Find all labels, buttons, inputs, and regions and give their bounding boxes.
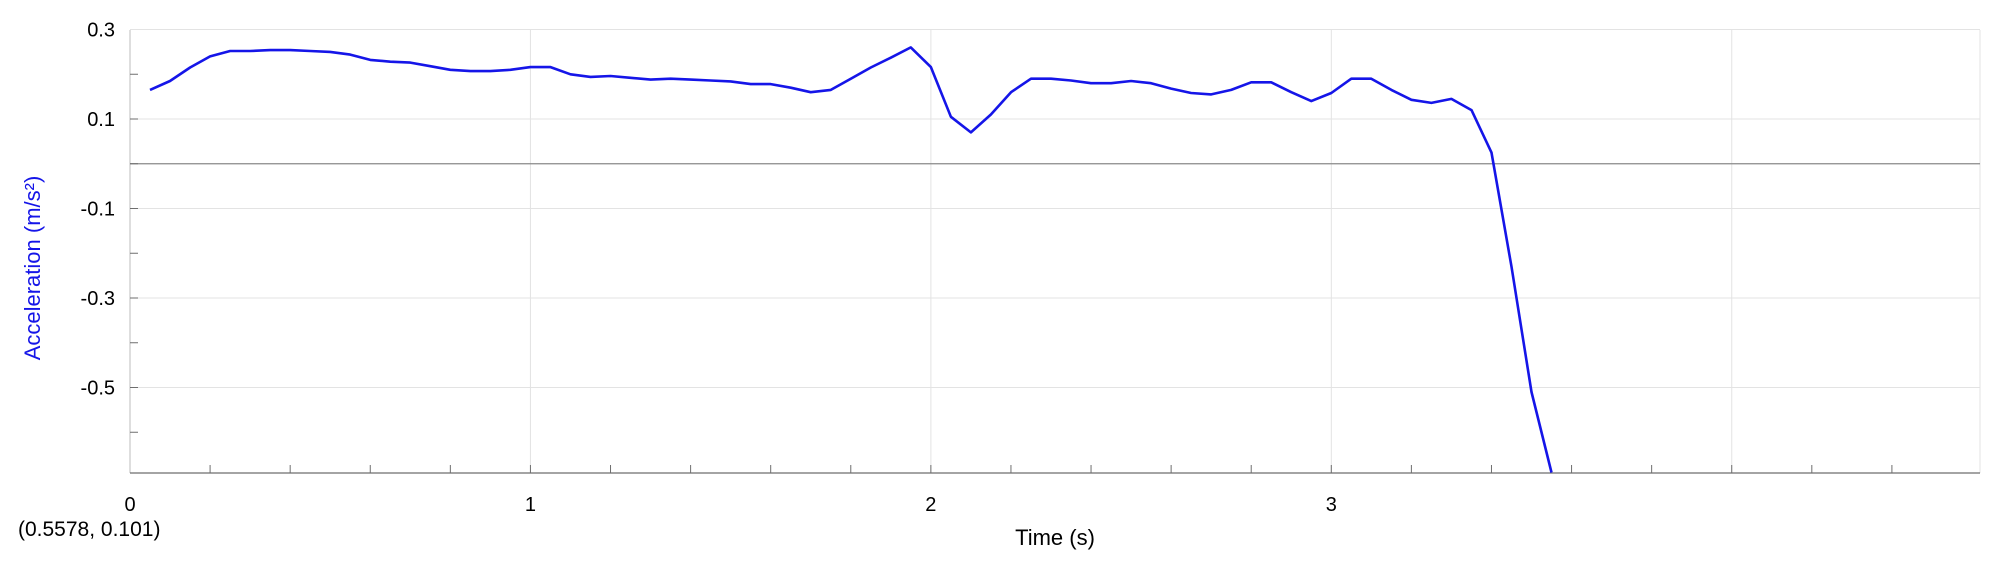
y-tick-label: 0.3 xyxy=(87,20,115,42)
y-tick-label: -0.5 xyxy=(81,378,115,400)
y-tick-label: -0.1 xyxy=(81,199,115,221)
x-minor-ticks xyxy=(130,73,1893,473)
x-tick-label: 3 xyxy=(1326,494,1337,516)
x-tick-labels: 0 1 2 3 xyxy=(124,494,1336,516)
y-tick-label: 0.1 xyxy=(87,109,115,131)
x-tick-label: 2 xyxy=(925,494,936,516)
series-layer xyxy=(149,46,1553,473)
x-tick-label: 1 xyxy=(525,494,536,516)
y-tick-labels: 0.3 0.1 -0.1 -0.3 -0.5 xyxy=(81,20,115,400)
y-axis-title: Acceleration (m/s²) xyxy=(20,176,45,361)
y-tick-label: -0.3 xyxy=(81,288,115,310)
x-tick-label: 0 xyxy=(124,494,135,516)
series-line-1 xyxy=(149,46,1553,473)
x-axis-title: Time (s) xyxy=(1015,525,1095,550)
grid-lines xyxy=(129,29,1981,473)
cursor-coordinate-readout: (0.5578, 0.101) xyxy=(18,518,161,541)
